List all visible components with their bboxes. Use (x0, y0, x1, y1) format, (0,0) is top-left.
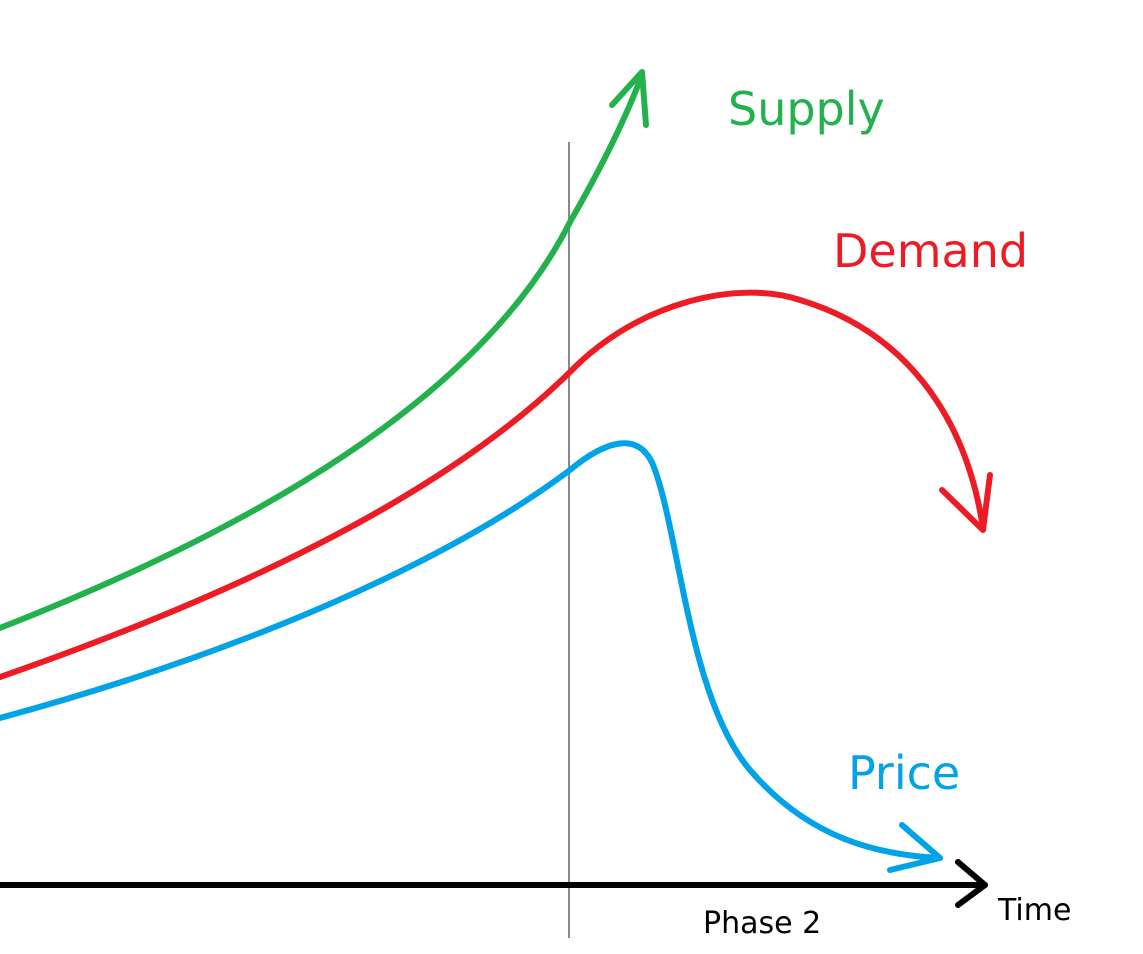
axis-label: Time (997, 893, 1071, 928)
demand-arrowhead (939, 472, 993, 533)
phase-label: Phase 2 (703, 906, 821, 941)
price-label: Price (848, 746, 960, 800)
time-axis-arrowhead (955, 859, 988, 908)
demand-curve (0, 289, 986, 680)
supply-label: Supply (728, 82, 885, 136)
supply-curve (0, 72, 645, 631)
supply-arrowhead (609, 69, 649, 128)
price-arrowhead (887, 822, 943, 873)
price-curve (0, 440, 943, 861)
demand-label: Demand (833, 224, 1028, 278)
